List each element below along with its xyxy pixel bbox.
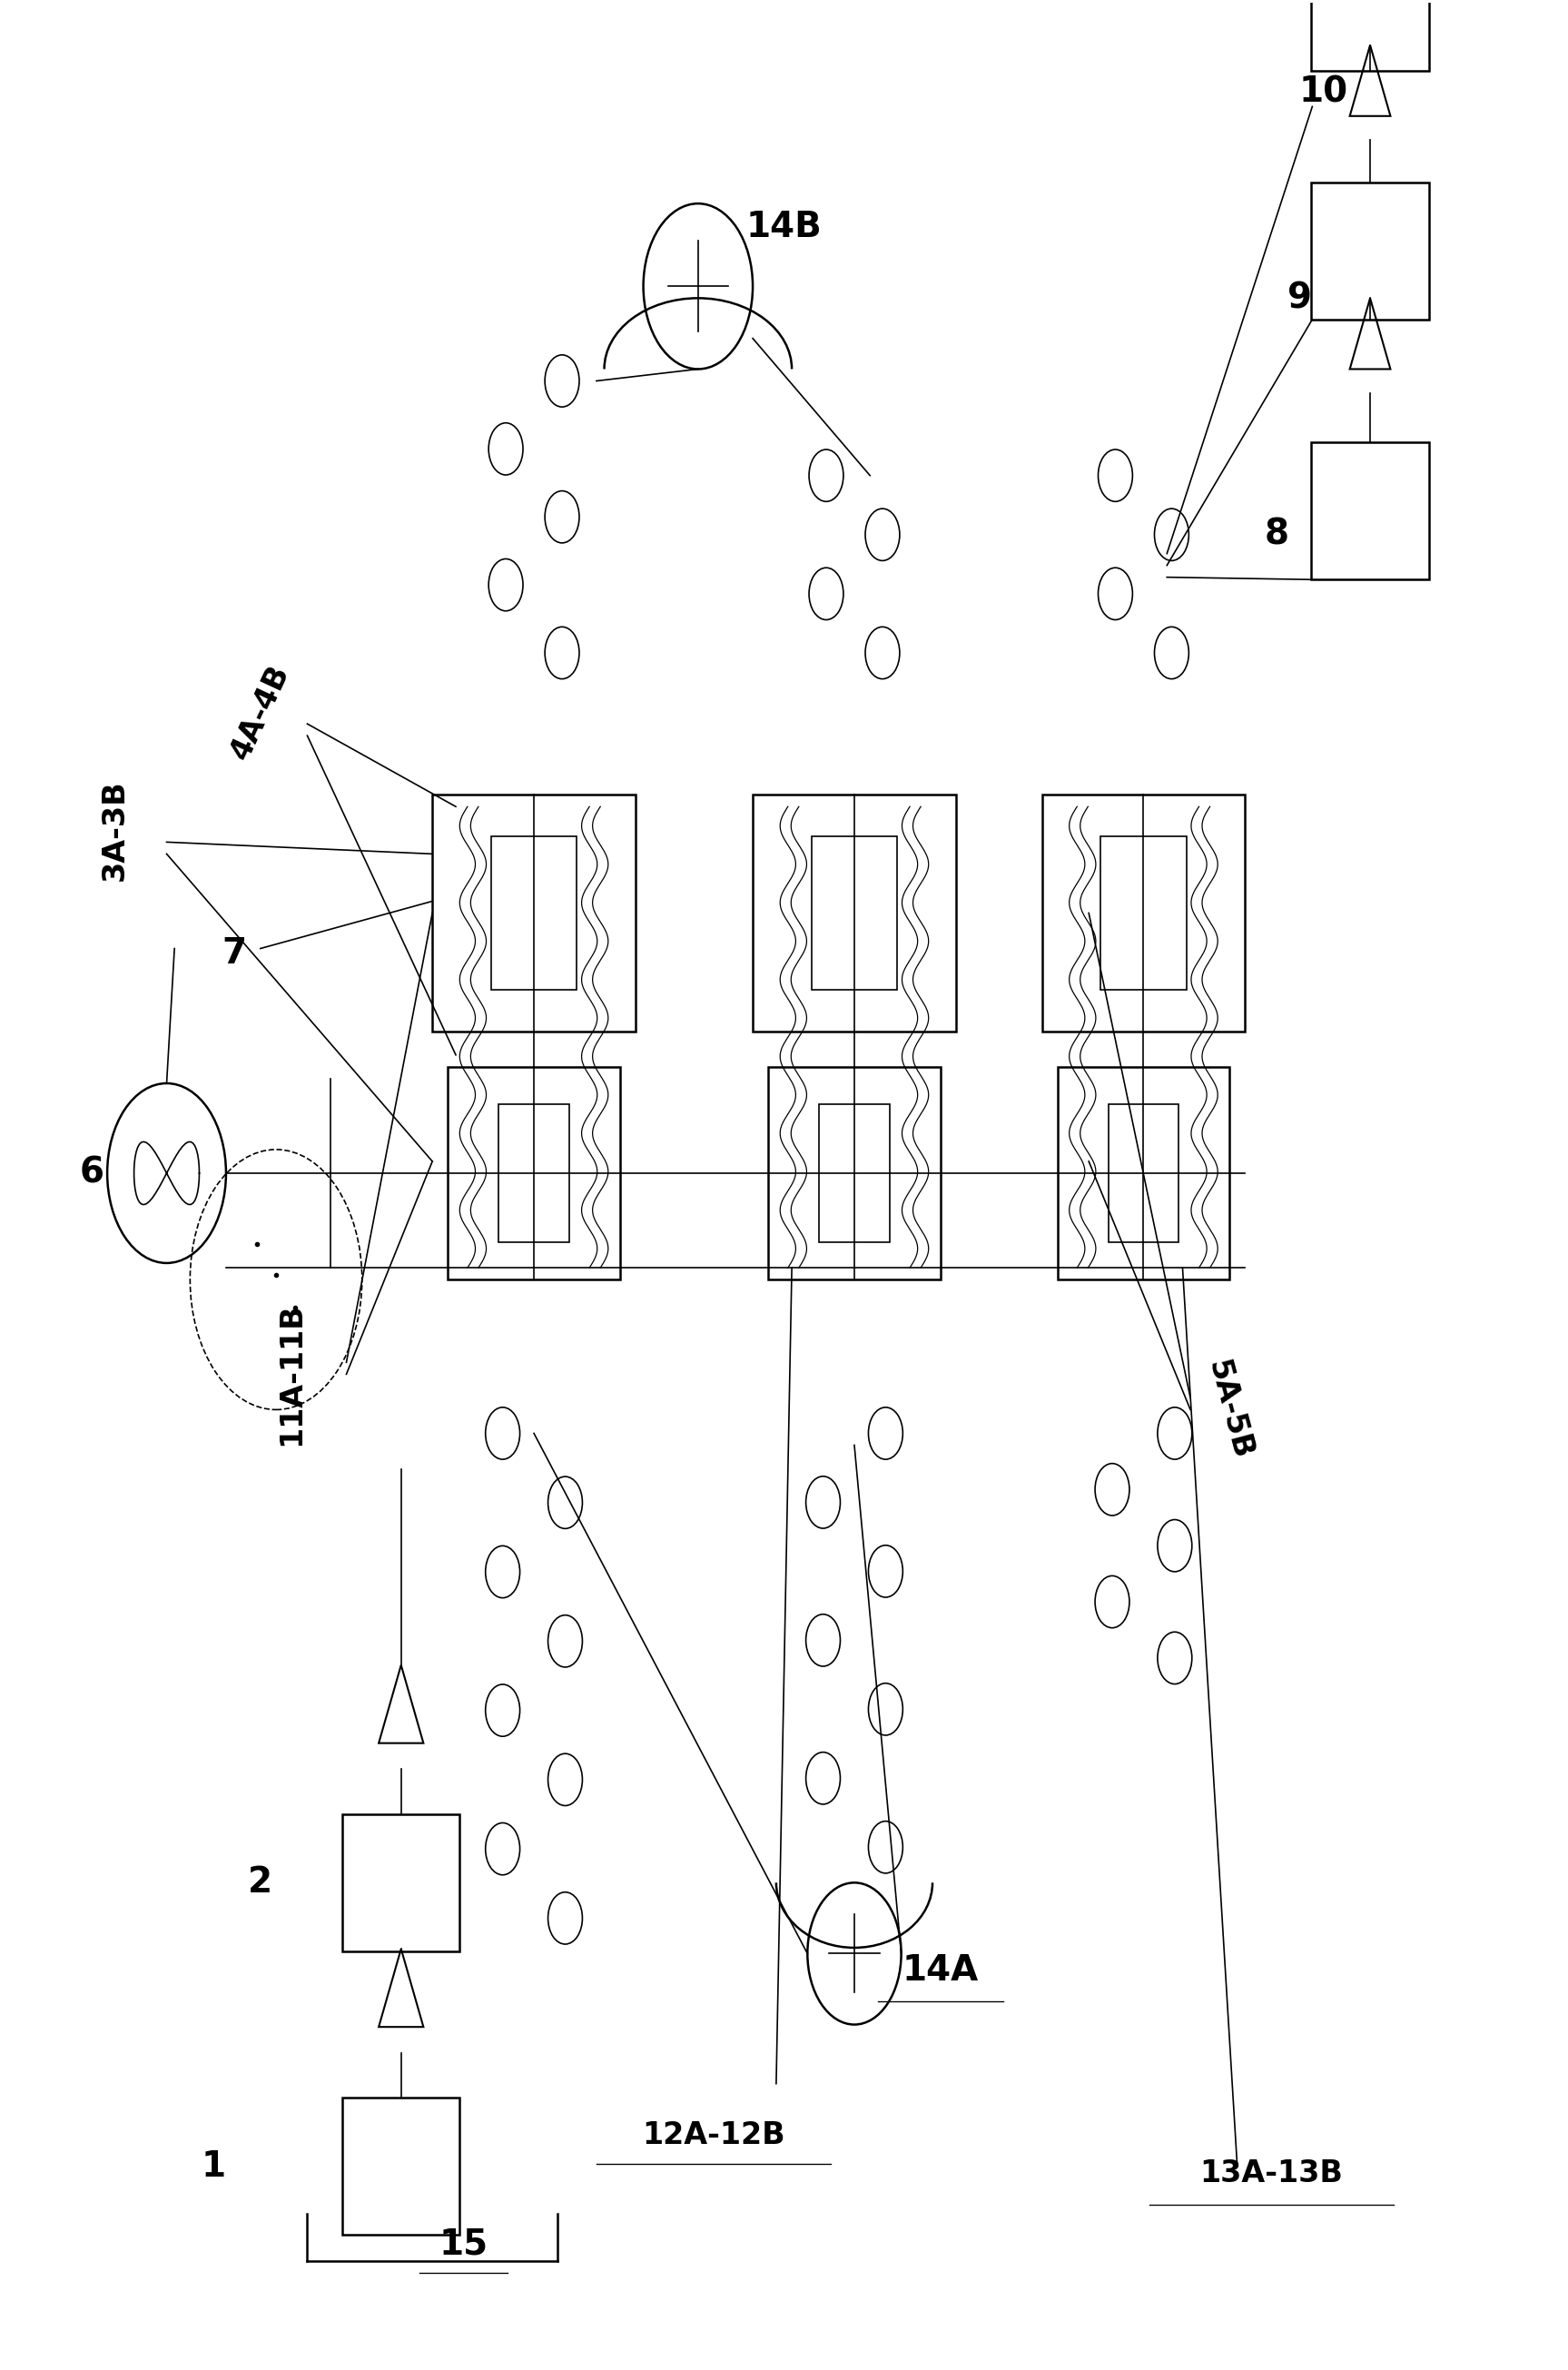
Text: 2: 2 [248, 1865, 273, 1901]
Bar [433, 794, 635, 1031]
Bar [1311, 0, 1428, 71]
Bar [1109, 1104, 1179, 1242]
Text: 14A: 14A [902, 1953, 978, 1988]
Bar [491, 837, 577, 991]
Text: 15: 15 [439, 2228, 488, 2261]
Text: 14B: 14B [746, 211, 822, 244]
Text: 6: 6 [80, 1157, 103, 1190]
Bar [499, 1104, 569, 1242]
Text: 4A-4B: 4A-4B [226, 659, 295, 763]
Text: 3A-3B: 3A-3B [100, 780, 130, 882]
Bar [342, 1813, 459, 1951]
Bar [753, 794, 956, 1031]
Text: 8: 8 [1264, 517, 1289, 552]
Text: 12A-12B: 12A-12B [643, 2121, 786, 2150]
Bar [1311, 182, 1428, 320]
Bar [768, 1066, 941, 1280]
Bar [342, 2097, 459, 2235]
Text: 1: 1 [201, 2150, 226, 2183]
Bar [1311, 443, 1428, 581]
Text: 13A-13B: 13A-13B [1200, 2159, 1344, 2188]
Text: 7: 7 [221, 936, 246, 969]
Bar [818, 1104, 889, 1242]
Bar [1057, 1066, 1229, 1280]
Text: 9: 9 [1287, 282, 1312, 315]
Bar [1041, 794, 1245, 1031]
Text: 5A-5B: 5A-5B [1201, 1358, 1258, 1462]
Bar [448, 1066, 619, 1280]
Bar [1101, 837, 1187, 991]
Bar [811, 837, 897, 991]
Text: 11A-11B: 11A-11B [276, 1304, 307, 1446]
Text: 10: 10 [1298, 76, 1348, 109]
